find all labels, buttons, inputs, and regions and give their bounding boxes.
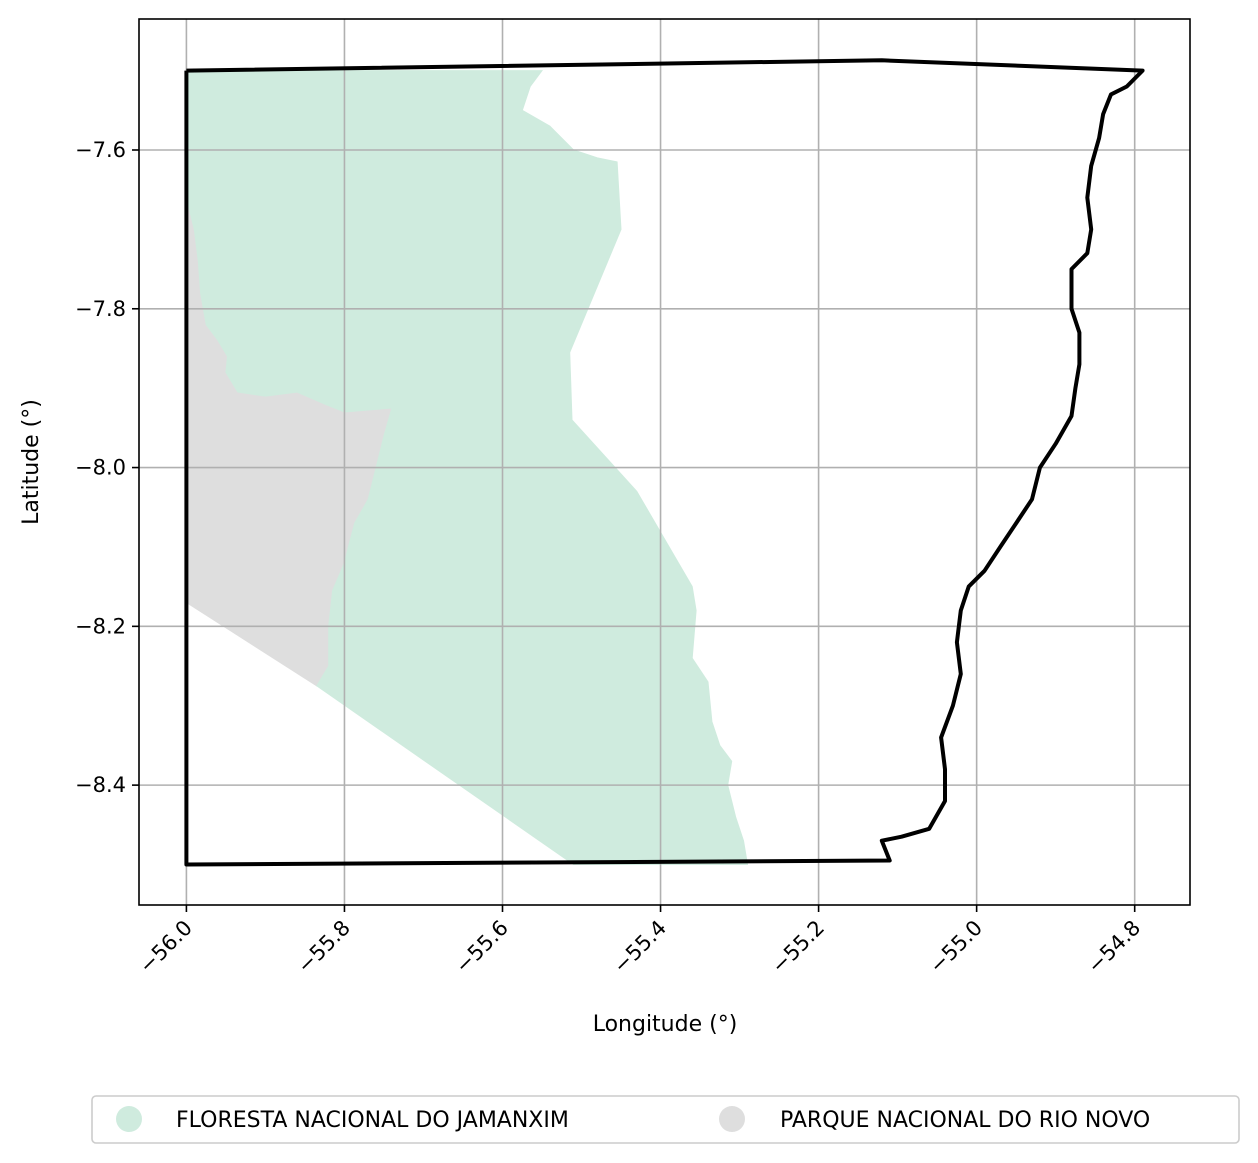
x-axis-title: Longitude (°) — [593, 1012, 738, 1037]
y-axis-title: Latitude (°) — [19, 399, 44, 525]
y-tick-label: −7.8 — [75, 297, 126, 321]
x-tick-label: −54.8 — [1083, 916, 1145, 978]
legend-frame — [91, 1095, 1240, 1144]
y-axis-ticks: −7.6 −7.8 −8.0 −8.2 −8.4 — [75, 138, 139, 797]
x-tick-label: −55.8 — [293, 916, 355, 978]
plot-area — [138, 18, 1191, 906]
x-tick-label: −55.6 — [451, 916, 513, 978]
y-tick-label: −7.6 — [75, 138, 126, 162]
legend-label-parque: PARQUE NACIONAL DO RIO NOVO — [780, 1108, 1150, 1133]
boundary-layer — [184, 58, 1145, 867]
boundary-outline — [184, 58, 1145, 867]
y-tick-label: −8.2 — [75, 614, 126, 638]
legend-marker-parque — [719, 1106, 745, 1132]
x-tick-label: −55.4 — [609, 916, 671, 978]
plot-frame — [138, 18, 1191, 906]
legend: FLORESTA NACIONAL DO JAMANXIM PARQUE NAC… — [91, 1095, 1240, 1144]
x-tick-label: −55.2 — [767, 916, 829, 978]
legend-label-floresta: FLORESTA NACIONAL DO JAMANXIM — [176, 1108, 569, 1133]
x-tick-label: −56.0 — [134, 916, 196, 978]
y-tick-label: −8.4 — [75, 773, 126, 797]
y-tick-label: −8.0 — [75, 456, 126, 480]
x-axis-ticks: −56.0 −55.8 −55.6 −55.4 −55.2 −55.0 −54.8 — [134, 905, 1145, 978]
legend-marker-floresta — [116, 1106, 142, 1132]
x-tick-label: −55.0 — [925, 916, 987, 978]
grid-lines — [139, 19, 1190, 905]
